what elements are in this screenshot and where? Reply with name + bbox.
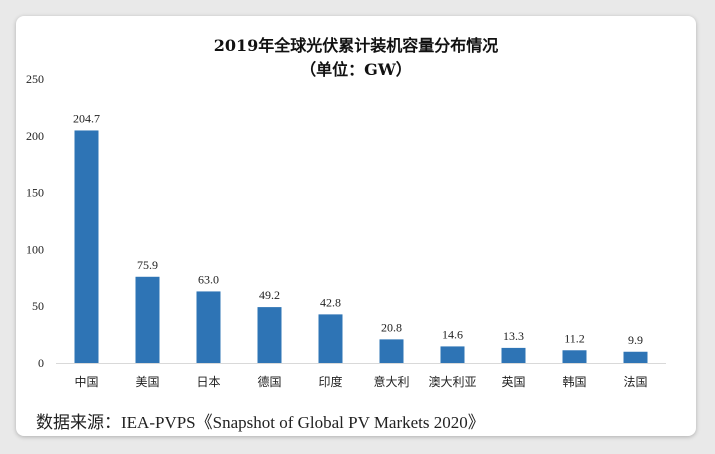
chart-subtitle: （单位：GW） xyxy=(300,60,412,79)
x-tick-label: 法国 xyxy=(623,375,647,389)
bar-3 xyxy=(196,291,221,363)
bar-7 xyxy=(440,346,465,363)
bar-1 xyxy=(74,130,99,363)
y-tick-label: 150 xyxy=(26,186,44,200)
bar-4 xyxy=(257,307,282,363)
bar-10 xyxy=(623,351,648,363)
data-label: 204.7 xyxy=(73,111,100,125)
x-tick-label: 澳大利亚 xyxy=(428,375,476,389)
data-label: 20.8 xyxy=(381,320,402,334)
data-label: 42.8 xyxy=(320,295,341,309)
data-source-note: 数据来源：IEA-PVPS《Snapshot of Global PV Mark… xyxy=(36,413,485,432)
y-tick-label: 200 xyxy=(26,129,44,143)
x-tick-label: 印度 xyxy=(318,374,342,389)
chart-card: 2019年全球光伏累计装机容量分布情况 （单位：GW） 0 50 100 150 200… xyxy=(16,16,696,436)
bar-6 xyxy=(379,339,404,363)
x-tick-label: 中国 xyxy=(74,374,98,389)
x-tick-label: 英国 xyxy=(501,375,525,389)
bar-5 xyxy=(318,314,343,363)
y-tick-label: 0 xyxy=(38,356,44,370)
data-label: 49.2 xyxy=(259,288,280,302)
data-label: 75.9 xyxy=(137,258,158,272)
chart-title: 2019年全球光伏累计装机容量分布情况 xyxy=(213,36,499,55)
data-label: 9.9 xyxy=(628,333,643,347)
data-label: 13.3 xyxy=(503,329,524,343)
bar-9 xyxy=(562,350,587,363)
y-tick-label: 100 xyxy=(26,242,44,256)
y-tick-label: 250 xyxy=(26,72,44,86)
bar-chart: 0 50 100 150 200 250 204.7 中国 75.9 美国 63.0 日本 49.2 德国… xyxy=(26,72,666,389)
x-tick-label: 意大利 xyxy=(373,374,409,389)
bar-2 xyxy=(135,276,160,363)
data-label: 14.6 xyxy=(442,327,463,341)
data-label: 63.0 xyxy=(198,272,219,286)
x-tick-label: 日本 xyxy=(196,375,220,389)
x-tick-label: 韩国 xyxy=(562,374,586,389)
y-tick-label: 50 xyxy=(32,299,44,313)
x-tick-label: 德国 xyxy=(257,374,281,389)
data-label: 11.2 xyxy=(564,331,585,345)
bar-8 xyxy=(501,347,526,363)
x-tick-label: 美国 xyxy=(135,375,159,389)
